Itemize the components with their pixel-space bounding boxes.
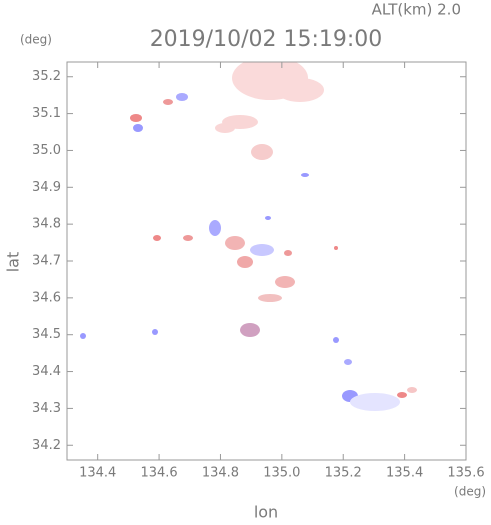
x-tick-label: 135.6 [447, 466, 484, 481]
y-tick-label: 34.9 [32, 180, 61, 195]
x-tick-label: 135.4 [386, 466, 423, 481]
chart-title: 2019/10/02 15:19:00 [150, 27, 383, 52]
y-tick-label: 34.5 [32, 327, 61, 342]
plot-frame [66, 61, 467, 461]
x-tick-label: 134.6 [140, 466, 177, 481]
x-tick-label: 134.8 [202, 466, 239, 481]
y-tick-label: 34.6 [32, 290, 61, 305]
x-tick-label: 134.4 [79, 466, 116, 481]
y-tick-label: 35.1 [32, 106, 61, 121]
chart-subtitle: ALT(km) 2.0 [372, 1, 461, 19]
y-unit: (deg) [20, 33, 52, 47]
y-tick-label: 34.7 [32, 254, 61, 269]
x-tick-label: 135.2 [325, 466, 362, 481]
y-tick-label: 35.2 [32, 69, 61, 84]
y-tick-label: 34.3 [32, 401, 61, 416]
x-unit: (deg) [454, 485, 486, 499]
echo-blobs [80, 62, 417, 411]
x-axis-label: lon [254, 503, 278, 522]
y-tick-label: 34.4 [32, 364, 61, 379]
y-tick-label: 34.8 [32, 217, 61, 232]
y-axis-label: lat [4, 252, 23, 273]
y-tick-label: 35.0 [32, 143, 61, 158]
x-tick-label: 135.0 [263, 466, 300, 481]
y-tick-label: 34.2 [32, 438, 61, 453]
